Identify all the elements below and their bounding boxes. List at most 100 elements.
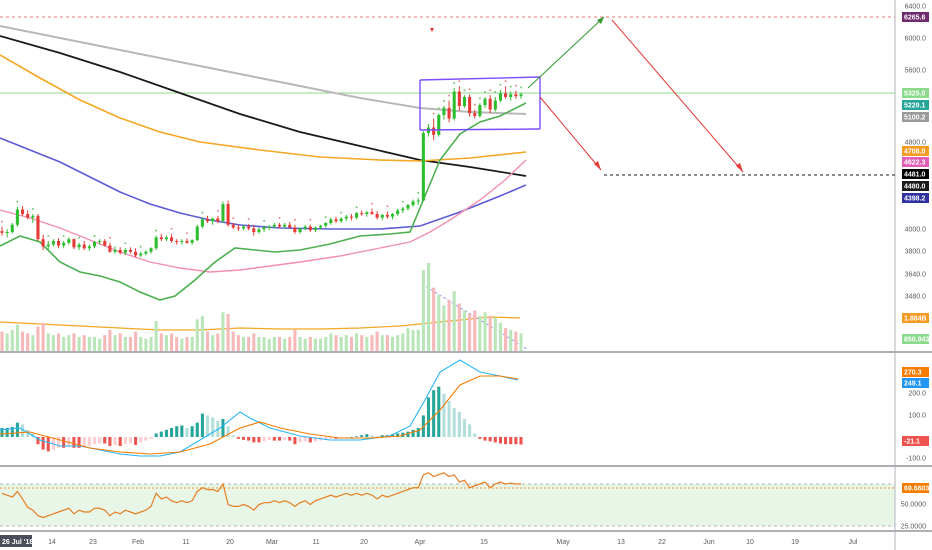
value-badge-label: 850.943M xyxy=(904,337,932,344)
signal-mark xyxy=(448,94,451,97)
candle-body xyxy=(329,219,333,223)
volume-bar xyxy=(437,294,441,351)
axis-tick-label: 50.0000 xyxy=(901,502,926,509)
candle xyxy=(170,233,174,243)
candle xyxy=(334,216,338,223)
volume-bar xyxy=(62,336,66,351)
signal-mark xyxy=(370,202,373,205)
candle-body xyxy=(221,204,225,222)
candle xyxy=(62,241,66,249)
volume-bar xyxy=(190,336,194,351)
volume-bar xyxy=(200,315,204,351)
candle xyxy=(267,224,271,231)
value-badge-bg xyxy=(902,483,929,493)
candle-body xyxy=(82,244,86,249)
candle xyxy=(118,247,122,255)
volume-bar xyxy=(77,336,81,351)
signal-mark xyxy=(494,91,497,93)
candle xyxy=(478,103,482,118)
macd-bar xyxy=(360,435,364,437)
volume-bar xyxy=(365,336,369,351)
macd-bar xyxy=(195,422,199,437)
candle xyxy=(288,222,292,229)
candle xyxy=(365,211,369,217)
candle xyxy=(421,131,425,202)
macd-signal-line xyxy=(0,375,519,455)
signal-mark xyxy=(170,227,173,230)
signal-mark xyxy=(499,83,502,86)
signal-mark xyxy=(216,209,219,212)
volume-bar xyxy=(10,329,14,351)
time-tick-label: Jun xyxy=(703,539,714,546)
volume-bar xyxy=(426,263,431,351)
macd-badges: 270.3 249.1 -21.1 xyxy=(902,367,929,446)
candle xyxy=(231,223,235,230)
macd-bar xyxy=(447,401,451,437)
value-badge-bg xyxy=(902,313,929,323)
candle xyxy=(185,238,189,244)
volume-bar xyxy=(329,333,333,351)
volume-bar xyxy=(154,321,158,351)
candle-body xyxy=(92,241,97,247)
volume-bar xyxy=(478,315,482,351)
signal-mark xyxy=(468,88,471,91)
candle-body xyxy=(452,91,456,119)
value-badge: 69.6603 xyxy=(902,483,929,493)
signal-mark xyxy=(155,229,158,232)
time-cursor-label: 26 Jul '18 xyxy=(2,539,33,546)
candle-body xyxy=(252,228,256,232)
macd-bar xyxy=(108,437,112,446)
candle xyxy=(159,233,163,241)
signal-mark xyxy=(78,236,81,239)
candle-body xyxy=(308,226,312,231)
axis-tick-label: 3480.0 xyxy=(905,294,927,301)
macd-bar xyxy=(72,437,76,448)
signal-mark xyxy=(484,91,487,93)
candle-body xyxy=(365,212,369,214)
value-badge: 4480.0 xyxy=(902,181,929,191)
volume-bar xyxy=(288,336,292,351)
candle xyxy=(401,206,405,214)
candle-body xyxy=(21,209,25,214)
candle xyxy=(36,214,40,241)
candle-body xyxy=(154,237,158,249)
signal-mark xyxy=(309,218,312,221)
value-badge: 270.3 xyxy=(902,367,929,377)
value-badge: 4481.0 xyxy=(902,169,929,179)
rsi-zone xyxy=(0,484,895,526)
candle xyxy=(236,224,240,232)
signal-mark xyxy=(93,235,96,237)
candle-body xyxy=(134,251,138,256)
axis-tick-label: 6000.0 xyxy=(905,36,927,43)
signal-mark xyxy=(185,232,188,235)
value-badge-bg xyxy=(902,88,929,98)
candle xyxy=(488,95,492,114)
volume-bar xyxy=(272,336,276,351)
macd-bar xyxy=(406,431,410,437)
macd-bar xyxy=(288,437,292,441)
volume-bar xyxy=(277,336,282,351)
volume-bar xyxy=(82,335,86,351)
candle-body xyxy=(514,94,518,97)
candle xyxy=(504,86,508,99)
candle-body xyxy=(200,219,204,227)
signal-mark xyxy=(355,206,358,209)
macd-bar xyxy=(375,436,379,437)
candle-body xyxy=(67,239,71,243)
candle-body xyxy=(360,213,364,215)
candle-body xyxy=(46,244,50,247)
volume-bar xyxy=(493,317,497,351)
value-badge-bg xyxy=(902,112,929,122)
candle xyxy=(262,225,266,232)
candle-body xyxy=(139,253,143,256)
macd-bar xyxy=(41,437,45,450)
macd-bar xyxy=(221,419,225,437)
volume-bar xyxy=(390,336,395,351)
macd-bar xyxy=(139,437,143,443)
macd-bar xyxy=(10,426,14,437)
volume-bar xyxy=(231,331,235,351)
candle xyxy=(128,247,133,254)
value-badge-bg xyxy=(902,100,929,110)
candle-body xyxy=(355,213,359,218)
